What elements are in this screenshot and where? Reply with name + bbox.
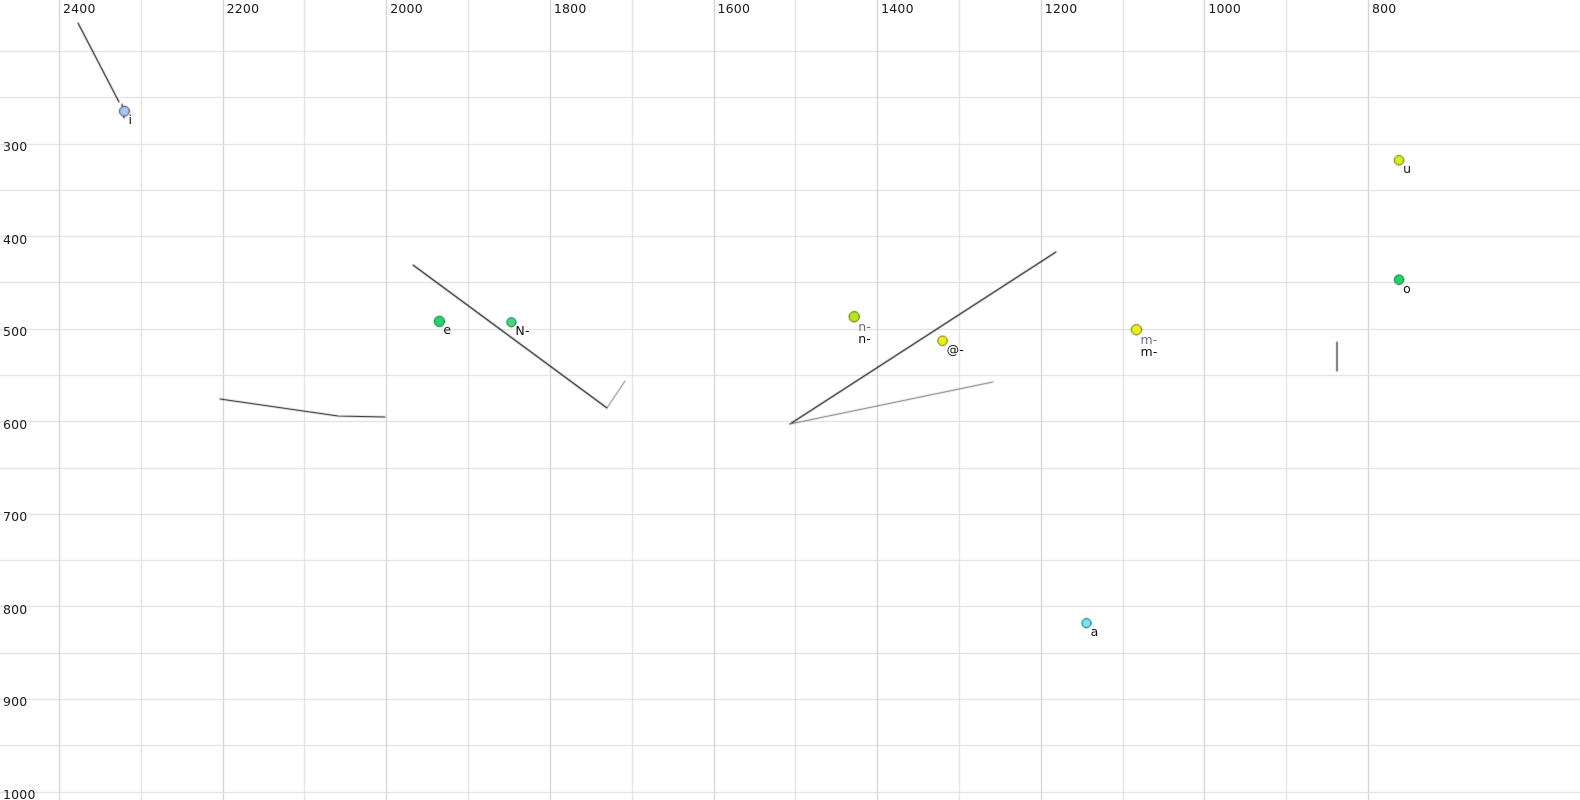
y-tick-label-300: 300 (3, 139, 28, 154)
y-tick-label-400: 400 (3, 231, 28, 247)
point-label-p-u: u (1403, 161, 1412, 177)
x-tick-label-1600: 1600 (717, 1, 751, 16)
point-label-p-at: @- (946, 341, 964, 357)
y-tick-label-500: 500 (3, 324, 28, 340)
x-tick-label-1800: 1800 (553, 1, 587, 16)
point-label-p-m: m- (1140, 343, 1158, 359)
y-tick-label-700: 700 (3, 509, 28, 525)
point-label-p-i: i (128, 112, 133, 128)
x-tick-label-2400: 2400 (63, 1, 96, 16)
x-tick-label-2200: 2200 (226, 1, 260, 16)
y-tick-label-1000: 1000 (3, 787, 36, 800)
x-tick-label-2000: 2000 (390, 1, 423, 16)
point-label-p-n: n- (858, 330, 872, 346)
y-tick-label-900: 900 (3, 694, 28, 710)
point-label-secondary-p-n: n- (858, 318, 872, 334)
point-label-p-a: a (1090, 624, 1099, 640)
y-tick-label-600: 600 (3, 416, 28, 432)
x-tick-label-1400: 1400 (881, 1, 914, 16)
x-tick-label-800: 800 (1372, 1, 1397, 16)
point-label-secondary-p-m: m- (1140, 331, 1158, 347)
point-label-p-o: o (1403, 280, 1411, 296)
x-tick-label-1200: 1200 (1044, 1, 1078, 16)
point-label-p-e: e (443, 322, 452, 338)
y-tick-label-800: 800 (3, 601, 28, 617)
x-tick-label-1000: 1000 (1208, 1, 1241, 16)
point-label-p-N: N- (515, 323, 530, 339)
